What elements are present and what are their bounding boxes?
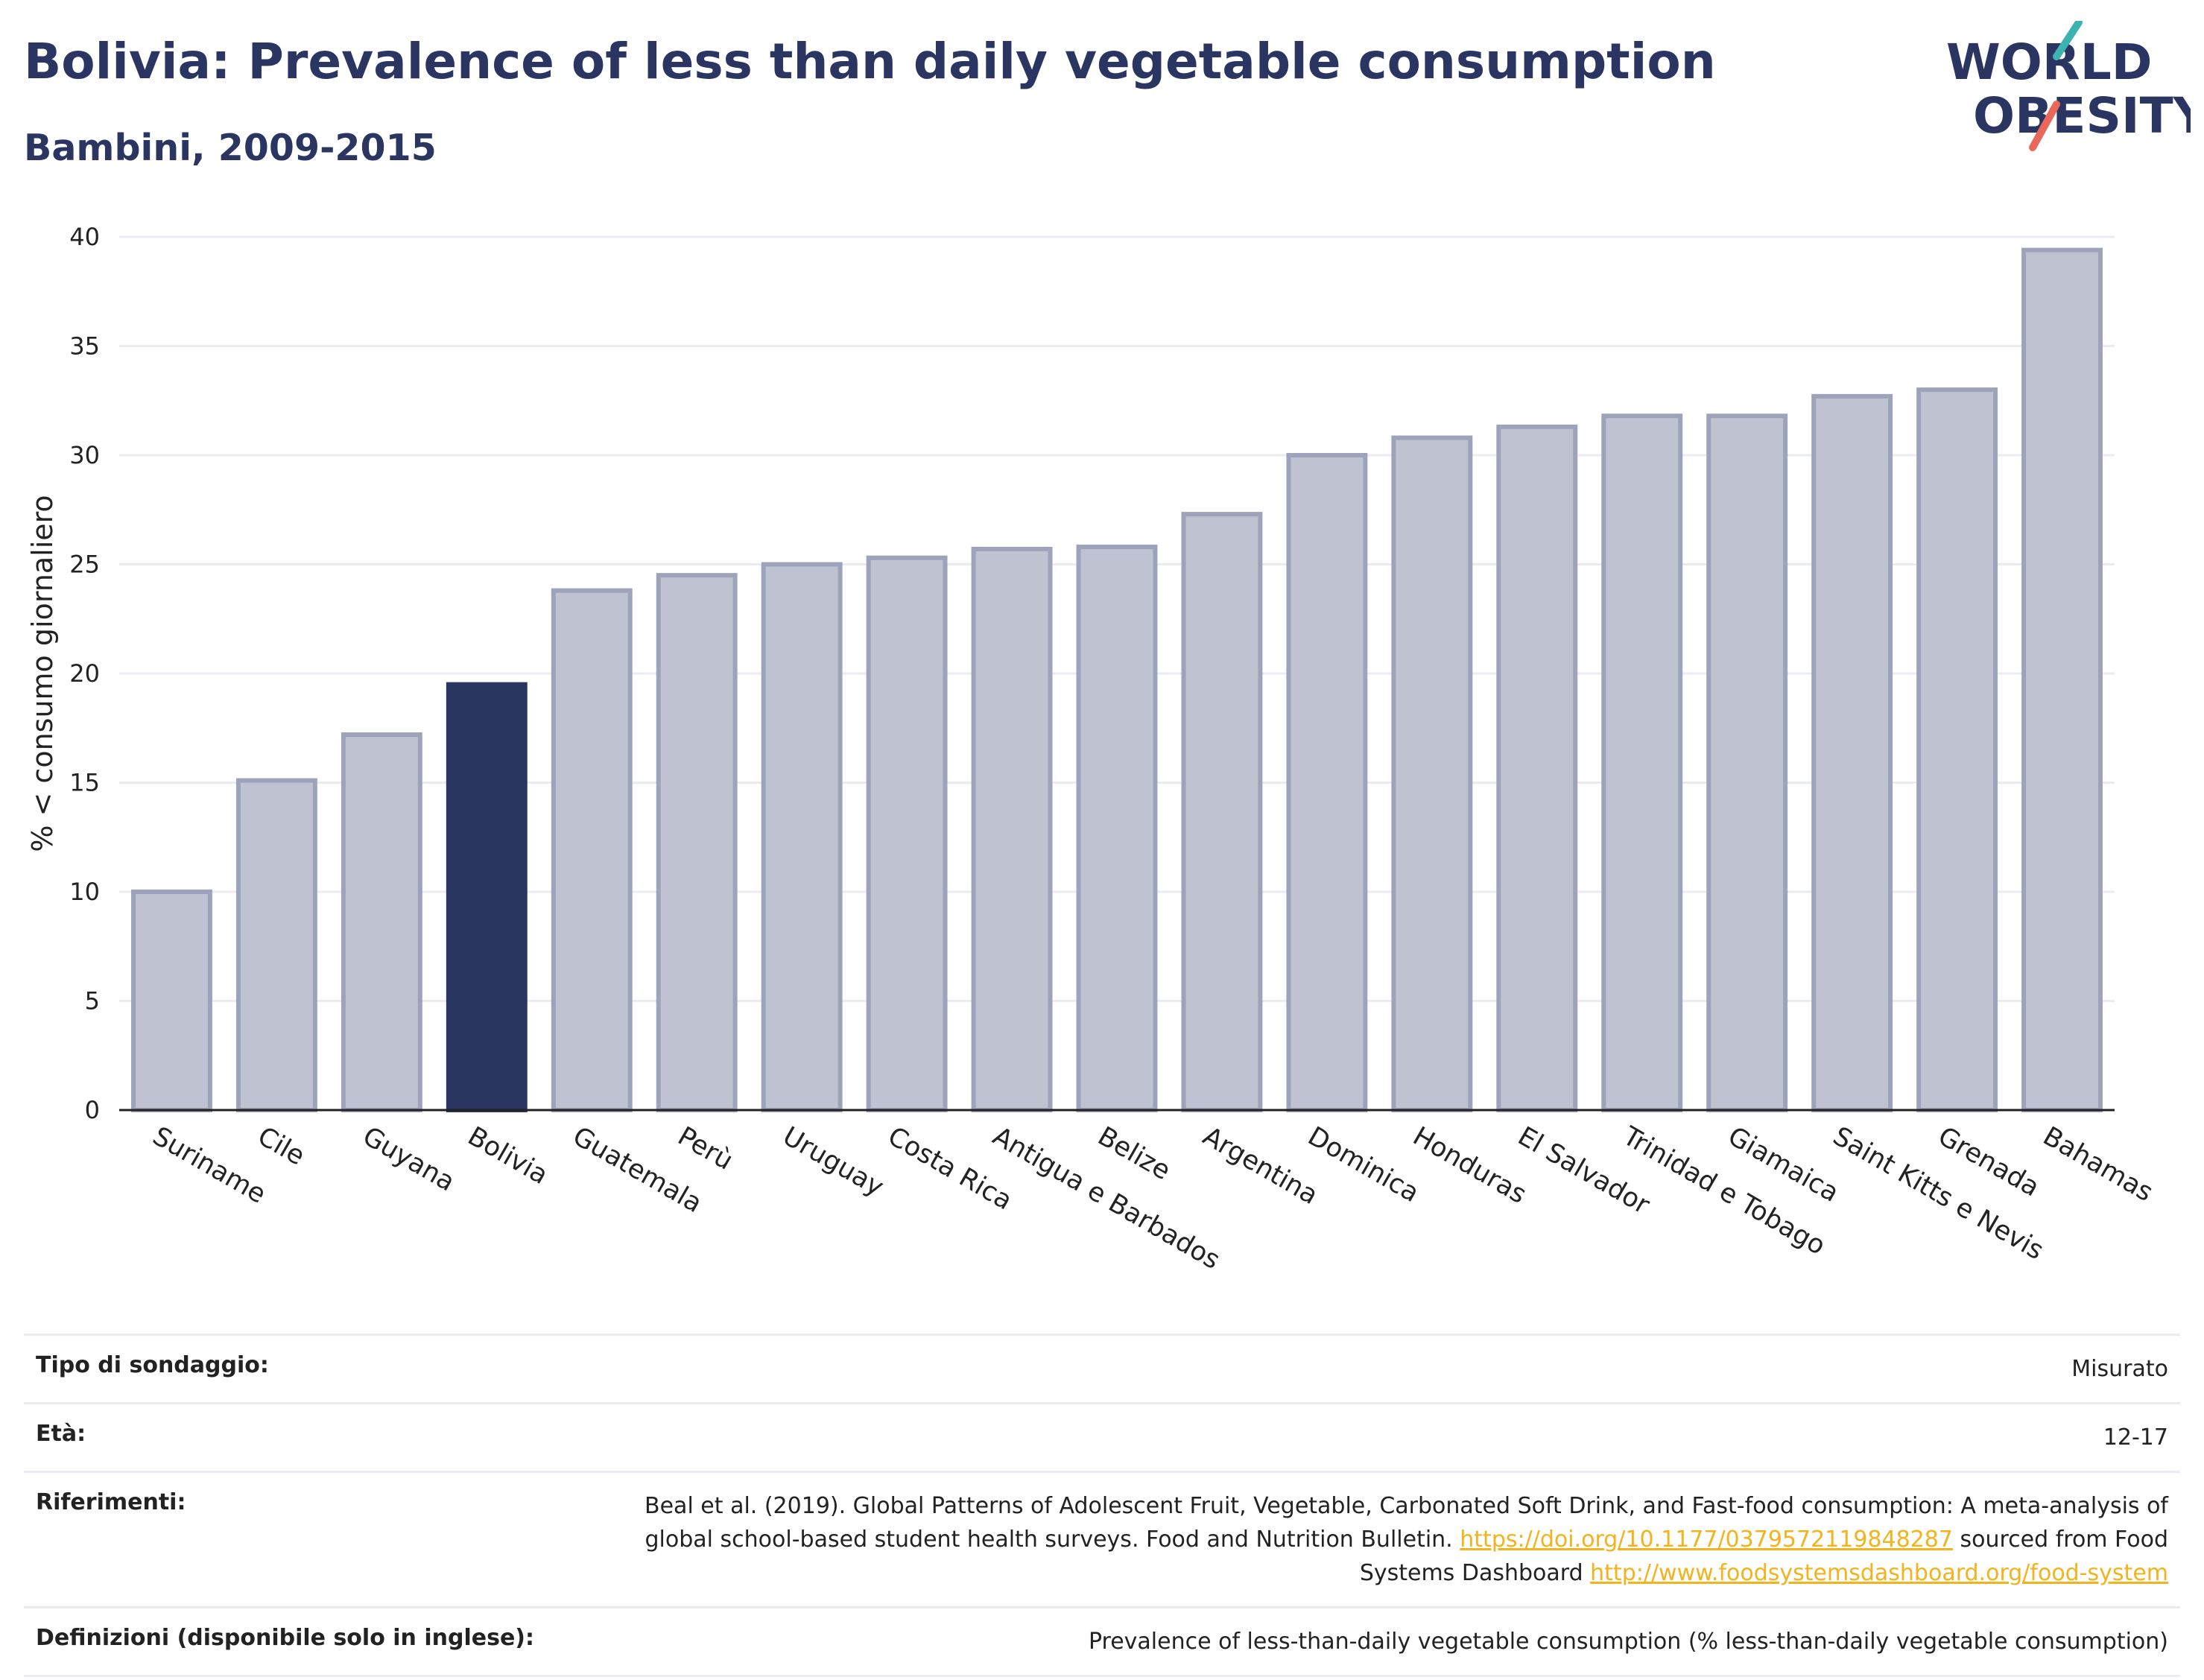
y-tick-label: 0 xyxy=(85,1096,100,1124)
bar-per- xyxy=(656,573,738,1112)
logo-slash-teal xyxy=(2053,21,2083,60)
bar-antigua-e-barbados xyxy=(971,546,1053,1112)
x-tick-label: Perù xyxy=(673,1121,738,1176)
references-text: Beal et al. (2019). Global Patterns of A… xyxy=(645,1493,2168,1553)
x-tick-label: Honduras xyxy=(1407,1121,1531,1210)
bar-bahamas xyxy=(2021,247,2103,1113)
y-tick-label: 25 xyxy=(69,551,100,579)
bar-dominica xyxy=(1286,453,1368,1112)
x-tick-label: Dominica xyxy=(1302,1121,1424,1208)
survey-type-label: Tipo di sondaggio: xyxy=(24,1334,602,1404)
y-tick-label: 20 xyxy=(69,659,100,688)
x-tick-label: Argentina xyxy=(1197,1121,1323,1211)
survey-type-value: Misurato xyxy=(602,1334,2180,1404)
definitions-row: Definizioni (disponibile solo in inglese… xyxy=(24,1606,2180,1677)
bar-belize xyxy=(1076,545,1158,1112)
bar-bolivia xyxy=(446,682,528,1112)
bars xyxy=(131,247,2103,1113)
x-tick-label: Guyana xyxy=(358,1121,460,1197)
bar-suriname xyxy=(131,890,212,1112)
y-tick-label: 10 xyxy=(69,878,100,906)
y-tick-label: 5 xyxy=(85,987,100,1015)
bar-cile xyxy=(235,778,317,1112)
x-tick-label: Belize xyxy=(1093,1121,1176,1186)
bar-guatemala xyxy=(551,588,633,1112)
age-row: Età: 12-17 xyxy=(24,1402,2180,1472)
references-source-text: sourced from Food Systems Dashboard xyxy=(1359,1527,2168,1586)
world-obesity-logo: WORLD OBESITY xyxy=(1946,21,2191,151)
bar-trinidad-e-tobago xyxy=(1601,413,1683,1112)
definitions-value: Prevalence of less-than-daily vegetable … xyxy=(602,1606,2180,1677)
bar-honduras xyxy=(1391,435,1473,1112)
y-tick-label: 30 xyxy=(69,441,100,469)
bar-guyana xyxy=(341,732,422,1112)
x-tick-label: Cile xyxy=(253,1121,310,1171)
bar-saint-kitts-e-nevis xyxy=(1811,393,1893,1112)
metadata-table: Tipo di sondaggio: Misurato Età: 12-17 R… xyxy=(24,1334,2180,1677)
bar-uruguay xyxy=(761,562,843,1112)
survey-type-row: Tipo di sondaggio: Misurato xyxy=(24,1334,2180,1404)
x-tick-label: Suriname xyxy=(148,1121,270,1210)
bar-grenada xyxy=(1916,387,1998,1113)
logo-word-world: WORLD xyxy=(1946,34,2153,91)
logo-word-obesity: OBESITY xyxy=(1973,87,2191,145)
references-label: Riferimenti: xyxy=(24,1471,602,1608)
definitions-label: Definizioni (disponibile solo in inglese… xyxy=(24,1606,602,1677)
x-tick-label: Bahamas xyxy=(2038,1121,2158,1208)
logo-slash-coral xyxy=(2029,101,2060,151)
x-tick-label: Bolivia xyxy=(463,1121,553,1191)
age-value: 12-17 xyxy=(602,1402,2180,1472)
doi-link[interactable]: https://doi.org/10.1177/0379572119848287 xyxy=(1460,1527,1953,1553)
bar-costa-rica xyxy=(866,555,948,1112)
bar-argentina xyxy=(1181,512,1263,1112)
y-axis-label: % < consumo giornaliero xyxy=(26,495,59,852)
bar-el-salvador xyxy=(1496,424,1578,1113)
age-label: Età: xyxy=(24,1402,602,1472)
references-value: Beal et al. (2019). Global Patterns of A… xyxy=(602,1471,2180,1608)
y-tick-label: 40 xyxy=(69,223,100,251)
chart-title: Bolivia: Prevalence of less than daily v… xyxy=(24,33,1716,90)
food-systems-link[interactable]: http://www.foodsystemsdashboard.org/food… xyxy=(1590,1560,2168,1586)
x-tick-label: Uruguay xyxy=(778,1121,889,1202)
references-row: Riferimenti: Beal et al. (2019). Global … xyxy=(24,1471,2180,1608)
chart-subtitle: Bambini, 2009-2015 xyxy=(24,127,437,169)
bar-giamaica xyxy=(1706,413,1788,1112)
y-tick-label: 35 xyxy=(69,332,100,361)
y-tick-label: 15 xyxy=(69,769,100,797)
